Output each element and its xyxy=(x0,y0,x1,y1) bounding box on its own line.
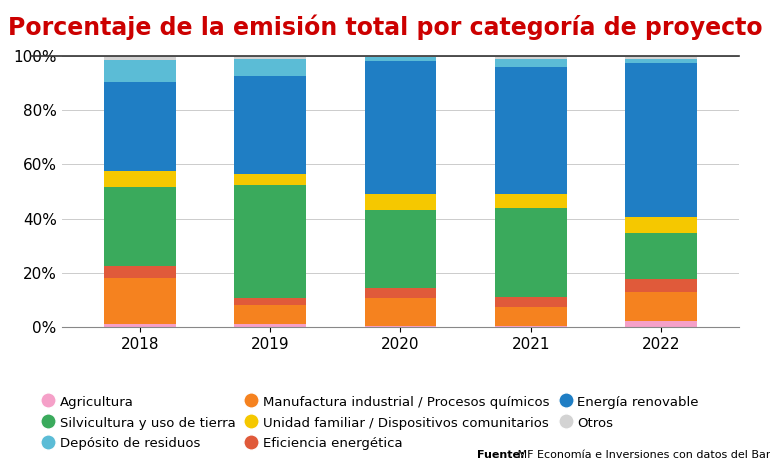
Bar xyxy=(234,56,306,59)
Bar xyxy=(364,62,437,194)
Bar xyxy=(625,279,697,292)
Bar xyxy=(364,56,437,57)
Bar xyxy=(364,194,437,211)
Bar xyxy=(495,297,567,307)
Bar xyxy=(104,324,176,327)
Bar xyxy=(364,288,437,298)
Legend: Agricultura, Silvicultura y uso de tierra, Depósito de residuos, Manufactura ind: Agricultura, Silvicultura y uso de tierr… xyxy=(38,389,705,456)
Text: MF Economía e Inversiones con datos del Banco Mundial.: MF Economía e Inversiones con datos del … xyxy=(514,450,770,460)
Bar xyxy=(104,278,176,324)
Bar xyxy=(625,217,697,234)
Bar xyxy=(104,56,176,60)
Bar xyxy=(104,60,176,82)
Bar xyxy=(495,325,567,327)
Bar xyxy=(364,57,437,62)
Text: Fuente:: Fuente: xyxy=(477,450,525,460)
Bar xyxy=(104,266,176,278)
Text: Porcentaje de la emisión total por categoría de proyecto: Porcentaje de la emisión total por categ… xyxy=(8,14,762,40)
Bar xyxy=(625,321,697,327)
Bar xyxy=(625,56,697,59)
Bar xyxy=(234,76,306,174)
Bar xyxy=(495,56,567,59)
Bar xyxy=(234,305,306,324)
Bar xyxy=(234,184,306,298)
Bar xyxy=(495,67,567,194)
Bar xyxy=(495,307,567,325)
Bar xyxy=(495,194,567,208)
Bar xyxy=(625,234,697,279)
Bar xyxy=(234,59,306,77)
Bar xyxy=(495,59,567,67)
Bar xyxy=(234,298,306,305)
Bar xyxy=(364,325,437,327)
Bar xyxy=(234,174,306,185)
Bar xyxy=(495,208,567,297)
Bar xyxy=(364,298,437,325)
Bar xyxy=(104,171,176,187)
Bar xyxy=(364,211,437,288)
Bar xyxy=(625,292,697,321)
Bar xyxy=(625,59,697,63)
Bar xyxy=(234,324,306,327)
Bar xyxy=(104,187,176,266)
Bar xyxy=(625,63,697,217)
Bar xyxy=(104,82,176,171)
